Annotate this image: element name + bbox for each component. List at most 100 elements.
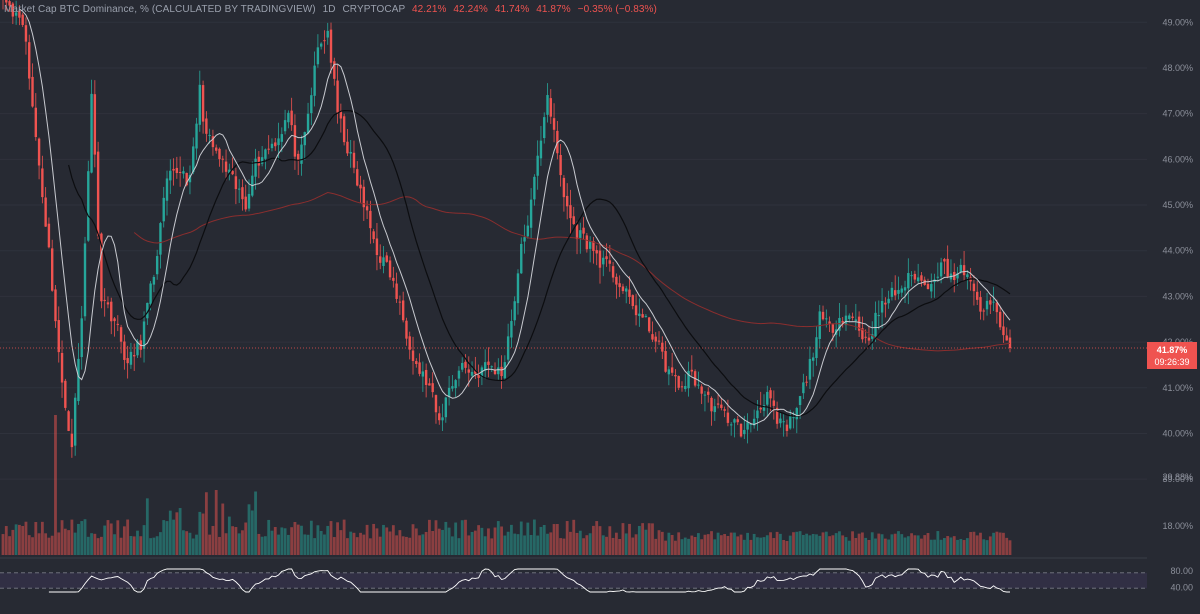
candle-body xyxy=(100,233,103,302)
volume-bar xyxy=(778,533,782,555)
candle-body xyxy=(595,250,598,254)
volume-bar xyxy=(897,531,900,555)
candle-body xyxy=(798,396,802,406)
candle-body xyxy=(490,366,493,368)
volume-bar xyxy=(306,534,310,555)
price-grid xyxy=(0,21,1147,480)
exchange-label: CRYPTOCAP xyxy=(342,4,406,15)
candle-body xyxy=(483,362,487,371)
candle-body xyxy=(96,151,100,236)
candle-body xyxy=(697,384,700,386)
candle-body xyxy=(582,227,585,234)
candle-body xyxy=(356,169,359,186)
volume-bar xyxy=(660,531,664,555)
candle-body xyxy=(438,413,441,421)
candle-body xyxy=(21,14,24,25)
bar-countdown: 09:26:39 xyxy=(1154,357,1190,367)
price-axis[interactable]: 49.00% 48.00% 47.00% 46.00% 45.00% 44.00% 43.0… xyxy=(1162,17,1193,484)
volume-bar xyxy=(867,539,871,555)
candle-body xyxy=(647,317,651,332)
candle-body xyxy=(759,407,762,410)
candle-body xyxy=(339,110,343,119)
volume-bar xyxy=(70,519,74,555)
candle-body xyxy=(713,406,716,413)
last-price-badge: 41.87% 09:26:39 xyxy=(1147,342,1197,369)
candle-body xyxy=(382,257,385,266)
price-tick-label: 39.00% xyxy=(1162,474,1193,484)
candle-body xyxy=(897,289,900,294)
rsi-pane[interactable]: 80.00 40.00 xyxy=(0,557,1193,593)
volume-bar xyxy=(283,528,287,555)
candle-body xyxy=(441,417,444,421)
volume-bar xyxy=(450,536,454,555)
candle-body xyxy=(543,117,546,139)
candle-body xyxy=(825,318,828,320)
symbol-title[interactable]: Market Cap BTC Dominance, % xyxy=(4,4,149,15)
candle-body xyxy=(67,411,70,431)
volume-bar xyxy=(244,522,248,555)
candle-body xyxy=(871,334,874,339)
candle-body xyxy=(323,40,326,42)
volume-bar xyxy=(460,520,464,555)
volume-bar xyxy=(500,526,503,555)
candle-body xyxy=(379,256,382,263)
volume-bar xyxy=(818,535,822,555)
candle-body xyxy=(434,395,438,413)
volume-bar xyxy=(382,524,385,555)
candle-body xyxy=(129,351,133,365)
candle-body xyxy=(893,290,897,296)
volume-bar xyxy=(103,525,107,555)
candle-body xyxy=(808,358,812,380)
candle-body xyxy=(146,302,149,319)
candle-body xyxy=(805,381,808,383)
candle-body xyxy=(710,397,713,412)
candle-body xyxy=(851,316,854,318)
volume-bar xyxy=(555,524,559,555)
candle-body xyxy=(880,301,884,313)
candle-body xyxy=(369,210,372,229)
candle-body xyxy=(775,407,779,424)
candle-body xyxy=(907,273,910,289)
volume-bar xyxy=(578,530,582,555)
volume-bar xyxy=(309,520,313,555)
volume-bar xyxy=(936,531,940,555)
candle-body xyxy=(224,161,228,172)
volume-bar xyxy=(214,490,218,555)
volume-bar xyxy=(54,415,57,555)
volume-bar xyxy=(979,532,982,555)
candle-body xyxy=(349,151,352,154)
volume-bar xyxy=(60,520,64,555)
volume-bar xyxy=(893,533,897,555)
candle-body xyxy=(674,375,677,377)
volume-bar xyxy=(811,533,815,555)
candle-body xyxy=(280,134,284,142)
volume-bar xyxy=(457,538,461,555)
volume-bar xyxy=(362,534,366,555)
volume-bar xyxy=(224,533,228,555)
interval-label[interactable]: 1D xyxy=(322,4,336,15)
candle-body xyxy=(241,187,244,200)
volume-bar xyxy=(336,522,339,555)
candle-body xyxy=(474,370,477,374)
volume-bar xyxy=(411,524,415,555)
price-tick-label: 40.00% xyxy=(1162,428,1193,438)
volume-bar xyxy=(838,531,841,555)
candle-body xyxy=(588,241,592,249)
volume-bar xyxy=(962,540,966,555)
candle-body xyxy=(188,174,192,183)
volume-bar xyxy=(565,521,569,555)
candle-body xyxy=(739,423,743,437)
candle-body xyxy=(939,262,943,277)
volume-bar xyxy=(559,538,563,555)
candle-body xyxy=(372,231,375,240)
candle-body xyxy=(41,168,44,198)
volume-bar xyxy=(982,539,986,555)
candle-body xyxy=(47,223,51,248)
candle-body xyxy=(428,383,431,386)
candle-body xyxy=(664,351,667,372)
volume-bar xyxy=(290,527,294,555)
volume-bar xyxy=(654,538,658,555)
candle-body xyxy=(80,318,83,358)
candle-body xyxy=(287,112,290,123)
